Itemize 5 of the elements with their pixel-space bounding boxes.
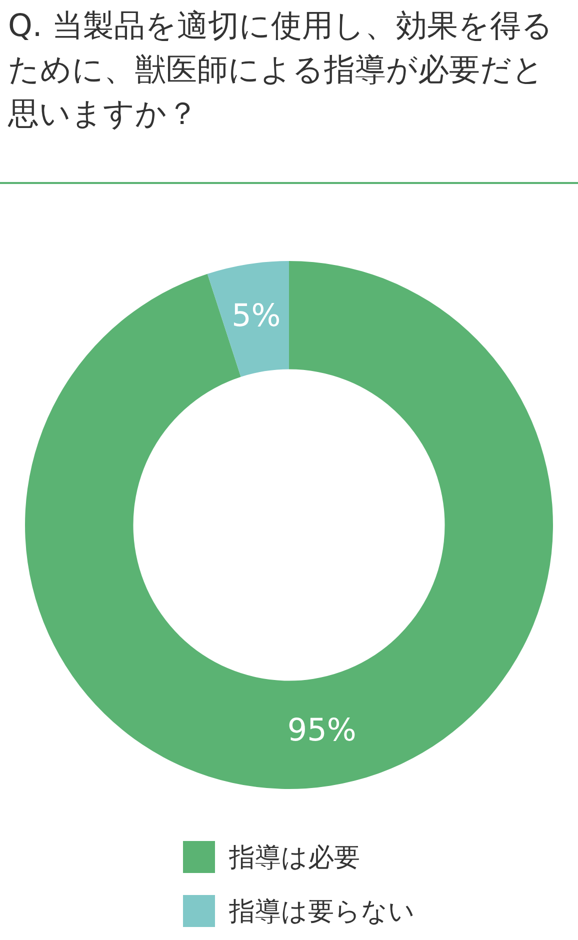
chart-title: Q. 当製品を適切に使用し、効果を得るために、獣医師による指導が必要だと思いますか？ xyxy=(8,7,554,134)
legend-label: 指導は必要 xyxy=(229,842,360,874)
data-label: 5% xyxy=(232,298,281,334)
legend-label: 指導は要らない xyxy=(229,896,415,928)
data-label: 95% xyxy=(287,712,356,748)
